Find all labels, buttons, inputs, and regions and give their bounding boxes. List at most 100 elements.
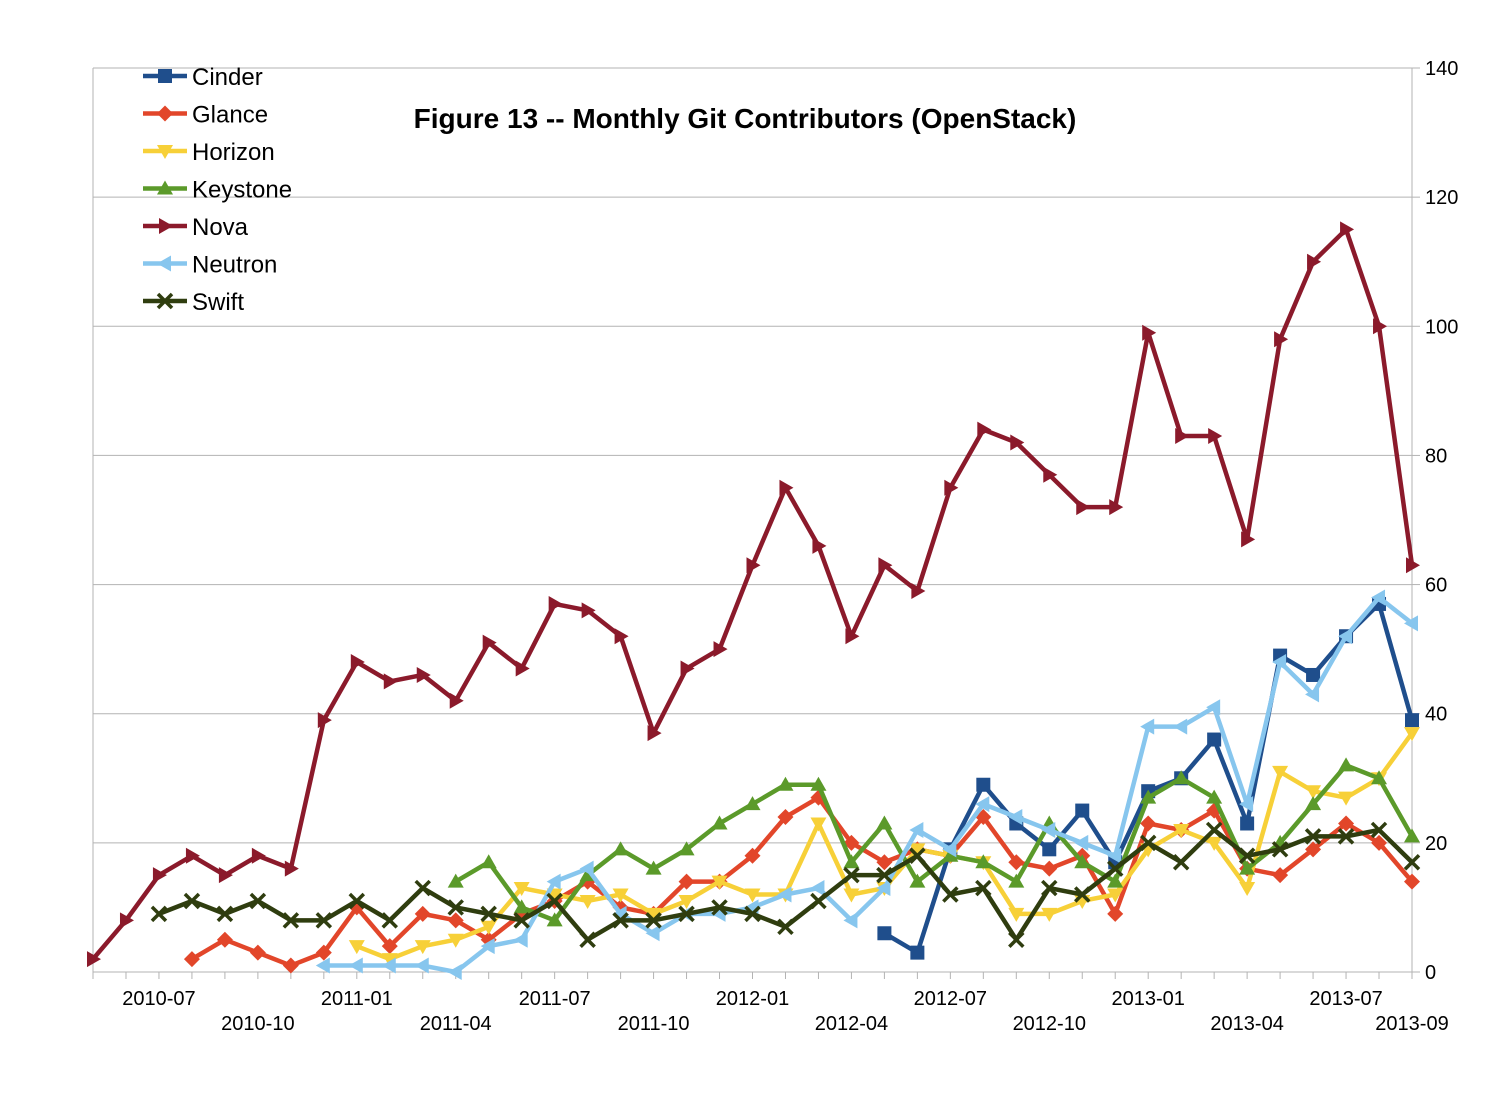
x-tick-label: 2010-10 xyxy=(221,1013,294,1035)
x-marker-stroke xyxy=(414,879,431,897)
data-point-neutron xyxy=(777,886,792,903)
data-point-keystone xyxy=(645,860,662,875)
data-point-neutron xyxy=(1272,654,1287,671)
data-point-horizon xyxy=(1008,907,1025,922)
x-marker-stroke xyxy=(249,892,267,910)
data-point-nova xyxy=(1274,331,1289,348)
x-marker-stroke xyxy=(975,879,992,897)
legend-label-nova: Nova xyxy=(192,214,249,241)
data-point-neutron xyxy=(645,925,660,942)
data-point-nova xyxy=(812,537,827,554)
data-point-swift xyxy=(249,892,267,910)
y-tick-label: 60 xyxy=(1425,575,1447,597)
data-point-swift xyxy=(711,899,728,916)
data-point-cinder xyxy=(877,926,892,941)
legend-label-glance: Glance xyxy=(192,102,268,129)
x-marker-stroke xyxy=(1337,828,1355,845)
data-point-glance xyxy=(1338,815,1355,832)
data-point-neutron xyxy=(843,912,858,929)
data-point-swift xyxy=(1074,886,1091,903)
data-point-keystone xyxy=(1074,854,1091,869)
data-point-nova xyxy=(647,725,662,742)
data-point-keystone xyxy=(1338,757,1355,772)
data-point-horizon xyxy=(348,940,365,955)
x-marker-stroke xyxy=(579,931,596,948)
series-neutron xyxy=(315,589,1418,980)
legend-marker-swift xyxy=(156,292,174,310)
data-point-glance xyxy=(678,873,695,890)
data-point-nova xyxy=(251,847,266,864)
data-point-nova xyxy=(1307,253,1322,270)
y-tick-label: 100 xyxy=(1425,316,1458,338)
x-marker-stroke xyxy=(1041,879,1058,897)
data-point-swift xyxy=(282,912,300,929)
data-point-horizon xyxy=(579,894,596,909)
x-marker-stroke xyxy=(1008,931,1025,948)
x-tick-label: 2013-09 xyxy=(1375,1013,1448,1035)
data-point-glance xyxy=(744,847,761,864)
data-point-neutron xyxy=(447,964,462,980)
x-marker-stroke xyxy=(1370,821,1388,839)
data-point-nova xyxy=(350,654,365,671)
data-point-neutron xyxy=(1338,628,1353,645)
data-point-glance xyxy=(183,951,200,968)
data-point-horizon xyxy=(645,907,662,922)
data-point-keystone xyxy=(843,854,860,869)
x-marker-stroke xyxy=(156,292,174,310)
axes xyxy=(92,68,1413,973)
data-point-nova xyxy=(185,847,200,864)
data-point-neutron xyxy=(1173,718,1188,735)
data-point-nova xyxy=(680,660,695,677)
data-point-neutron xyxy=(1239,796,1254,813)
data-point-keystone xyxy=(678,841,695,856)
x-tick-label: 2011-07 xyxy=(519,988,591,1010)
data-point-glance xyxy=(843,834,860,851)
x-marker-stroke xyxy=(348,892,366,910)
series-nova xyxy=(87,221,1420,968)
x-marker-stroke xyxy=(1304,828,1322,845)
data-point-swift xyxy=(348,892,366,910)
data-point-nova xyxy=(548,595,563,612)
data-point-nova xyxy=(284,860,299,877)
data-point-horizon xyxy=(414,940,431,955)
data-point-swift xyxy=(975,879,992,897)
x-marker-stroke xyxy=(480,905,497,923)
x-marker-stroke xyxy=(1205,821,1223,839)
legend-label-swift: Swift xyxy=(192,289,244,316)
data-point-glance xyxy=(249,944,266,961)
data-point-horizon xyxy=(1239,882,1256,897)
x-marker-stroke xyxy=(513,912,530,929)
data-point-glance xyxy=(1272,867,1289,884)
data-point-neutron xyxy=(579,860,594,877)
legend-label-horizon: Horizon xyxy=(192,139,275,166)
data-point-neutron xyxy=(1371,589,1386,606)
data-point-nova xyxy=(1043,466,1058,483)
series-glance xyxy=(183,789,1420,974)
data-point-cinder xyxy=(1240,816,1255,831)
data-point-keystone xyxy=(975,854,992,869)
data-point-glance xyxy=(1107,905,1124,922)
data-point-glance xyxy=(315,944,332,961)
data-point-nova xyxy=(1406,557,1420,574)
data-point-nova xyxy=(845,628,860,645)
data-point-keystone xyxy=(942,847,959,862)
x-marker-stroke xyxy=(612,912,629,929)
data-point-nova xyxy=(977,421,992,438)
data-point-nova xyxy=(152,867,167,884)
data-point-keystone xyxy=(1008,873,1025,888)
data-point-cinder xyxy=(910,945,925,960)
data-point-swift xyxy=(645,912,662,929)
data-point-nova xyxy=(1175,428,1190,445)
data-point-cinder xyxy=(1207,732,1222,747)
series-line-glance xyxy=(189,795,1415,968)
data-point-neutron xyxy=(942,841,957,858)
data-point-swift xyxy=(612,912,629,929)
data-point-nova xyxy=(482,634,497,651)
data-point-neutron xyxy=(381,957,396,974)
data-point-swift xyxy=(1041,879,1058,897)
legend-item-cinder: Cinder xyxy=(143,64,263,91)
data-point-swift xyxy=(315,912,333,929)
x-tick-label: 2012-10 xyxy=(1013,1013,1086,1035)
data-point-swift xyxy=(744,905,761,923)
data-point-keystone xyxy=(1173,770,1190,785)
